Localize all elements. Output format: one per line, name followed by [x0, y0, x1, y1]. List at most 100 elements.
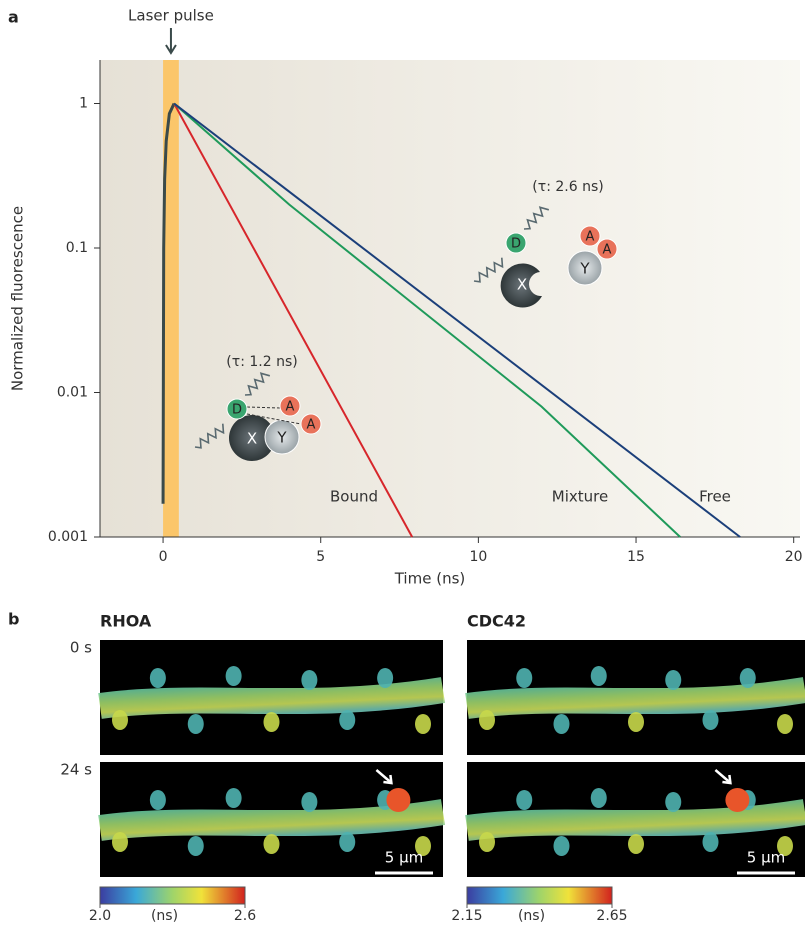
- spine: [628, 712, 644, 732]
- panel-label: a: [8, 8, 19, 27]
- fret-arrows: [246, 406, 302, 425]
- arrow: [375, 769, 393, 785]
- spine: [301, 792, 318, 812]
- time-label: 0 s: [70, 639, 92, 657]
- colorbar: [466, 886, 613, 905]
- spine: [553, 714, 570, 734]
- spine: [112, 710, 128, 730]
- spine: [702, 710, 719, 730]
- image-title: RHOA: [100, 612, 152, 631]
- spine: [377, 668, 394, 688]
- series-line: [173, 103, 414, 538]
- y-tick-label: 1: [79, 95, 88, 111]
- spine: [339, 832, 356, 852]
- dendrite: [98, 788, 446, 856]
- colorbar-unit: (ns): [518, 908, 545, 924]
- colorbar-tick-label: 2.65: [596, 908, 627, 924]
- spine: [739, 668, 756, 688]
- series-line: [173, 102, 681, 538]
- x-tick-label: 5: [316, 549, 325, 565]
- acceptor: [596, 238, 618, 260]
- arrow: [714, 769, 732, 785]
- colorbar-tick-label: 2.6: [234, 908, 256, 924]
- spine: [553, 836, 570, 856]
- scale-bar-label: 5 μm: [385, 849, 423, 867]
- y-tick-label: 0.01: [57, 384, 88, 400]
- molecule-label: A: [603, 243, 612, 258]
- colorbar-unit: (ns): [151, 908, 178, 924]
- dendrite: [98, 666, 446, 734]
- spine: [702, 832, 719, 852]
- spine: [225, 788, 242, 808]
- colorbar-tick-label: 2.15: [451, 908, 482, 924]
- molecule-label: Y: [579, 260, 590, 278]
- active-spine: [725, 788, 750, 812]
- plot-background: [100, 60, 800, 537]
- spine: [590, 788, 607, 808]
- spine: [187, 714, 204, 734]
- spine: [590, 666, 607, 686]
- molecule-label: A: [286, 400, 295, 415]
- dendrite: [465, 788, 805, 856]
- x-tick-label: 15: [627, 549, 645, 565]
- spine: [479, 710, 495, 730]
- spine: [187, 836, 204, 856]
- spine: [479, 832, 495, 852]
- photon-wave: [244, 372, 271, 396]
- series-label: Free: [699, 488, 731, 506]
- dendrite: [465, 666, 805, 734]
- spine: [263, 712, 280, 732]
- colorbar-tick-label: 2.0: [89, 908, 111, 924]
- series-label: Mixture: [552, 488, 608, 506]
- acceptor: [579, 225, 601, 247]
- spine: [263, 834, 280, 854]
- image-title: CDC42: [467, 612, 526, 631]
- molecule-label: A: [307, 418, 316, 433]
- protein-x: [229, 415, 275, 461]
- spine: [301, 670, 318, 690]
- colorbar: [99, 886, 246, 905]
- donor: [226, 398, 248, 420]
- series-label: Bound: [330, 488, 378, 506]
- spine: [149, 790, 166, 810]
- laser-pulse-arrow: [165, 28, 177, 55]
- photon-wave: [523, 206, 550, 230]
- donor: [505, 232, 527, 254]
- laser-pulse-band: [163, 60, 179, 537]
- spine: [149, 668, 166, 688]
- series-line: [161, 102, 176, 504]
- photon-wave: [194, 423, 225, 449]
- photon-wave: [473, 257, 504, 283]
- y-tick-label: 0.1: [66, 240, 88, 256]
- dendrite-shaft: [98, 799, 446, 841]
- spine: [415, 836, 431, 856]
- laser-pulse-label: Laser pulse: [128, 7, 214, 25]
- spine: [777, 714, 793, 734]
- acceptor: [300, 413, 322, 435]
- acceptor: [279, 395, 301, 417]
- active-spine: [386, 788, 411, 812]
- protein-y: [567, 250, 603, 286]
- protein-x: [500, 263, 542, 308]
- molecule-label: X: [247, 430, 257, 448]
- lifetime-label: (τ: 1.2 ns): [226, 354, 297, 370]
- x-tick-label: 0: [159, 549, 168, 565]
- lifetime-label: (τ: 2.6 ns): [532, 179, 603, 195]
- y-axis-label: Normalized fluorescence: [9, 206, 27, 391]
- spine: [225, 666, 242, 686]
- molecule-label: A: [586, 230, 595, 245]
- molecule-label: Y: [276, 429, 287, 447]
- time-label: 24 s: [60, 761, 92, 779]
- spine: [516, 668, 533, 688]
- dendrite-shaft: [98, 677, 446, 719]
- spine: [339, 710, 356, 730]
- molecule-label: X: [517, 276, 527, 294]
- x-tick-label: 10: [469, 549, 487, 565]
- y-tick-label: 0.001: [48, 529, 88, 545]
- spine: [415, 714, 431, 734]
- dendrite-shaft: [465, 799, 805, 841]
- spine: [777, 836, 793, 856]
- spine: [628, 834, 644, 854]
- series-line: [173, 102, 741, 538]
